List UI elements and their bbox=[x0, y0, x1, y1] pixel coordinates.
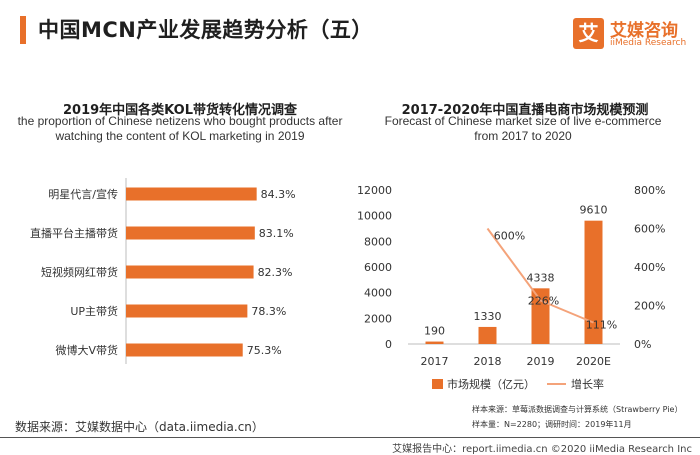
right-x-tick-label: 2019 bbox=[527, 355, 555, 368]
growth-rate-label: 111% bbox=[586, 319, 617, 332]
title-accent-bar bbox=[20, 16, 26, 44]
right-y2-tick-label: 200% bbox=[634, 300, 665, 313]
left-bar-value-label: 82.3% bbox=[258, 266, 293, 279]
right-chart-title: 2017-2020年中国直播电商市场规模预测 bbox=[401, 103, 649, 118]
growth-rate-label: 226% bbox=[528, 294, 559, 307]
sample-source-note: 样本来源：草莓派数据调查与计算系统（Strawberry Pie） bbox=[472, 405, 683, 414]
footer-divider bbox=[0, 437, 700, 438]
left-bar bbox=[126, 304, 248, 318]
legend-bar-swatch bbox=[432, 379, 443, 389]
right-bar-value-label: 1330 bbox=[474, 310, 502, 323]
right-x-tick-label: 2020E bbox=[576, 355, 611, 368]
right-x-tick-label: 2017 bbox=[421, 355, 449, 368]
legend-bar-label: 市场规模（亿元） bbox=[447, 377, 535, 391]
legend-line-label: 增长率 bbox=[571, 377, 604, 391]
right-bar-value-label: 9610 bbox=[580, 204, 608, 217]
left-chart-subtitle: the proportion of Chinese netizens who b… bbox=[17, 114, 343, 143]
logo-cn-text: 艾媒咨询 bbox=[610, 21, 678, 41]
left-bar-value-label: 75.3% bbox=[247, 344, 282, 357]
growth-rate-line bbox=[486, 227, 594, 324]
left-bar bbox=[126, 187, 257, 201]
sample-size-note: 样本量：N=2280；调研时间：2019年11月 bbox=[472, 420, 632, 429]
left-bar bbox=[126, 343, 243, 357]
right-bar-value-label: 190 bbox=[424, 325, 445, 338]
right-bar-value-label: 4338 bbox=[527, 271, 555, 284]
right-y2-tick-label: 600% bbox=[634, 223, 665, 236]
left-bar bbox=[126, 265, 254, 279]
right-y2-tick-label: 400% bbox=[634, 261, 665, 274]
left-bar-value-label: 84.3% bbox=[261, 188, 296, 201]
left-category-label: UP主带货 bbox=[70, 304, 118, 318]
right-y-tick-label: 2000 bbox=[364, 312, 392, 325]
left-category-label: 明星代言/宣传 bbox=[48, 187, 118, 201]
right-bar bbox=[425, 341, 444, 344]
footer-text: 艾媒报告中心：report.iimedia.cn ©2020 iiMedia R… bbox=[392, 444, 692, 455]
right-y2-tick-label: 0% bbox=[634, 338, 651, 351]
right-bar bbox=[584, 220, 603, 344]
logo-en-text: iiMedia Research bbox=[610, 38, 687, 48]
logo-mark: 艾 bbox=[573, 18, 604, 49]
left-category-label: 短视频网红带货 bbox=[41, 265, 118, 279]
right-y-tick-label: 0 bbox=[385, 338, 392, 351]
right-y2-tick-label: 800% bbox=[634, 184, 665, 197]
right-bar bbox=[478, 326, 497, 344]
right-y-tick-label: 4000 bbox=[364, 287, 392, 300]
right-y-tick-label: 12000 bbox=[357, 184, 392, 197]
right-x-tick-label: 2018 bbox=[474, 355, 502, 368]
right-y-tick-label: 8000 bbox=[364, 235, 392, 248]
left-category-label: 微博大V带货 bbox=[55, 343, 118, 357]
right-y-tick-label: 6000 bbox=[364, 261, 392, 274]
right-y-tick-label: 10000 bbox=[357, 210, 392, 223]
brand-logo: 艾 艾媒咨询 iiMedia Research bbox=[573, 18, 691, 54]
data-source: 数据来源：艾媒数据中心（data.iimedia.cn） bbox=[15, 420, 264, 434]
page-title: 中国MCN产业发展趋势分析（五） bbox=[38, 18, 373, 42]
left-chart-title: 2019年中国各类KOL带货转化情况调查 bbox=[62, 103, 297, 118]
left-bar-value-label: 83.1% bbox=[259, 227, 294, 240]
left-bar-value-label: 78.3% bbox=[251, 305, 286, 318]
left-category-label: 直播平台主播带货 bbox=[30, 226, 118, 240]
right-chart-subtitle: Forecast of Chinese market size of live … bbox=[384, 114, 662, 143]
left-bar bbox=[126, 226, 255, 240]
growth-rate-label: 600% bbox=[494, 230, 525, 243]
